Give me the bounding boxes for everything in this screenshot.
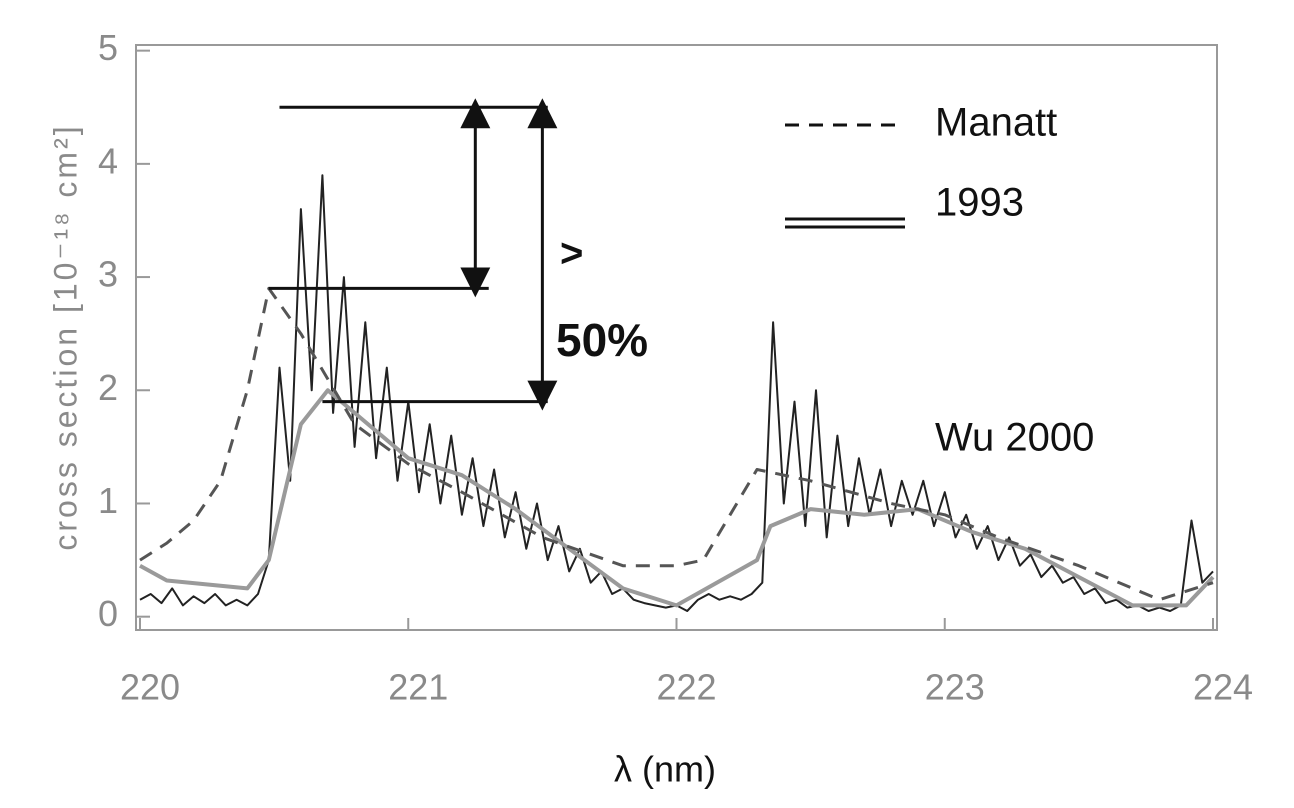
x-tick-label: 224 <box>1193 667 1253 708</box>
y-tick-label: 5 <box>98 27 118 68</box>
plot-frame <box>135 44 1218 631</box>
y-axis-title: cross section [10⁻¹⁸ cm²] <box>47 123 83 550</box>
x-tick-label: 221 <box>388 667 448 708</box>
annotation: > <box>560 232 583 276</box>
series-line <box>139 286 1214 602</box>
y-tick-label: 0 <box>98 593 118 634</box>
y-tick-label: 4 <box>98 140 118 181</box>
x-tick-label: 220 <box>120 667 180 708</box>
legend-label: Manatt <box>935 101 1057 145</box>
legend-label: 1993 <box>935 181 1024 225</box>
x-tick-label: 222 <box>656 667 716 708</box>
series-line <box>139 388 1215 608</box>
annotation: 50% <box>556 314 648 366</box>
y-tick-label: 1 <box>98 480 118 521</box>
y-tick-label: 3 <box>98 254 118 295</box>
x-axis-title: λ (nm) <box>614 749 716 790</box>
x-tick-label: 223 <box>925 667 985 708</box>
annotation: Wu 2000 <box>935 416 1094 460</box>
y-tick-label: 2 <box>98 367 118 408</box>
